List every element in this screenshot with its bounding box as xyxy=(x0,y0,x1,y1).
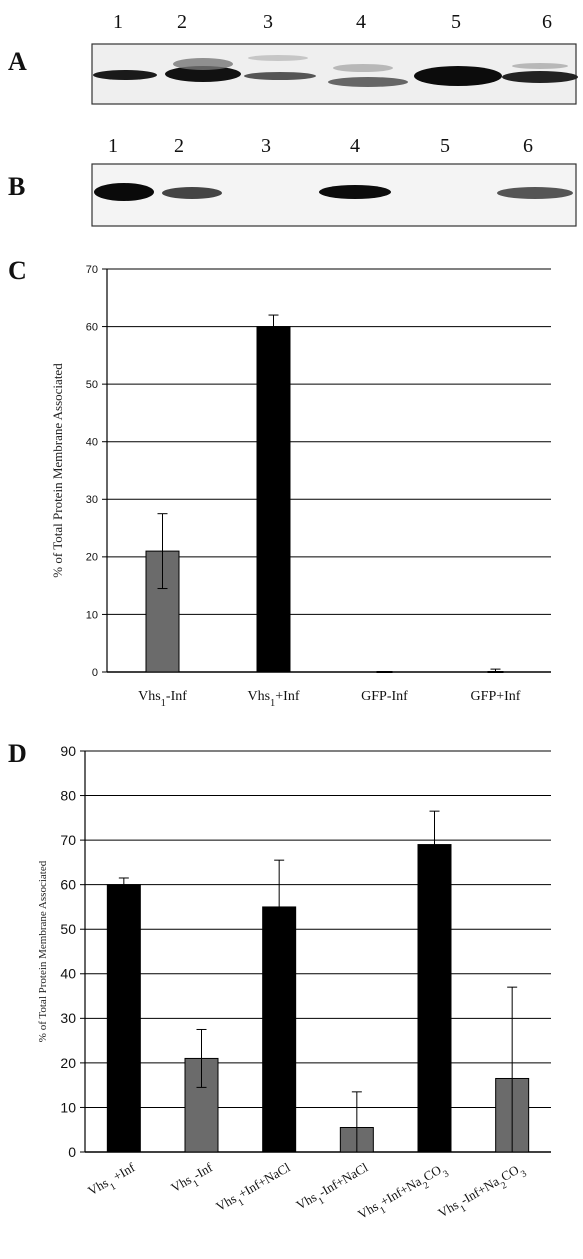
bar xyxy=(106,884,141,1153)
panel-a-lane-label: 3 xyxy=(263,11,273,33)
y-axis-title: % of Total Protein Membrane Associated xyxy=(37,860,49,1042)
panel-b-lane-label: 4 xyxy=(350,135,360,157)
panel-b-lane-labels: 1 2 3 4 5 6 xyxy=(108,135,533,157)
y-tick-label: 80 xyxy=(60,787,76,803)
x-category-label: GFP+Inf xyxy=(471,689,521,704)
panel-a-lane-label: 1 xyxy=(113,11,123,33)
y-tick-label: 20 xyxy=(86,552,98,564)
y-tick-label: 50 xyxy=(60,921,76,937)
y-tick-label: 30 xyxy=(60,1010,76,1026)
y-tick-label: 0 xyxy=(68,1144,76,1160)
y-tick-label: 40 xyxy=(86,437,98,449)
y-tick-label: 50 xyxy=(86,379,98,391)
x-category-label: Vhs1+Inf+NaCl xyxy=(213,1159,296,1218)
panel-letter-b: B xyxy=(8,172,25,201)
y-tick-label: 40 xyxy=(60,966,76,982)
western-blot-b xyxy=(91,163,577,227)
x-category-label: Vhs1-Inf xyxy=(138,689,187,709)
y-tick-label: 70 xyxy=(60,832,76,848)
panel-b-lane-label: 5 xyxy=(440,135,450,157)
x-category-label: Vhs1+Inf+Na2CO3 xyxy=(355,1160,451,1227)
y-tick-label: 10 xyxy=(86,609,98,621)
panel-a-lane-label: 6 xyxy=(542,11,552,33)
y-tick-label: 10 xyxy=(60,1099,76,1115)
y-axis-title: % of Total Protein Membrane Associated xyxy=(50,363,65,578)
panel-a-lane-label: 5 xyxy=(451,11,461,33)
y-tick-label: 60 xyxy=(60,877,76,893)
western-blot-a xyxy=(91,43,578,105)
y-tick-label: 70 xyxy=(86,264,98,276)
y-tick-label: 60 xyxy=(86,321,98,333)
y-tick-label: 20 xyxy=(60,1055,76,1071)
bar xyxy=(256,326,291,673)
panel-letter-d: D xyxy=(8,739,27,768)
bar xyxy=(417,844,452,1153)
x-category-label: GFP-Inf xyxy=(361,689,408,704)
y-tick-label: 0 xyxy=(92,667,98,679)
x-category-label: Vhs1-Inf+Na2CO3 xyxy=(435,1160,528,1226)
panel-a-lane-label: 4 xyxy=(356,11,366,33)
panel-b-lane-label: 3 xyxy=(261,135,271,157)
panel-b-lane-label: 6 xyxy=(523,135,533,157)
x-category-label: Vhs1+Inf xyxy=(247,689,299,709)
panel-a-lane-label: 2 xyxy=(177,11,187,33)
x-category-label: Vhs1 +Inf xyxy=(85,1159,140,1203)
panel-letter-a: A xyxy=(8,47,27,76)
chart-c: 0 10 20 30 40 50 60 70 % of Total Protein Membra… xyxy=(50,264,551,709)
panel-a-lane-labels: 1 2 3 4 5 6 xyxy=(113,11,552,33)
y-tick-label: 30 xyxy=(86,494,98,506)
panel-b-lane-label: 1 xyxy=(108,135,118,157)
chart-d: 0 10 20 30 40 50 60 70 80 90 % of Total Protein Me… xyxy=(37,743,551,1227)
y-tick-label: 90 xyxy=(60,743,76,759)
x-category-label: Vhs1-Inf xyxy=(168,1159,218,1200)
panel-b-lane-label: 2 xyxy=(174,135,184,157)
panel-letter-c: C xyxy=(8,256,27,285)
